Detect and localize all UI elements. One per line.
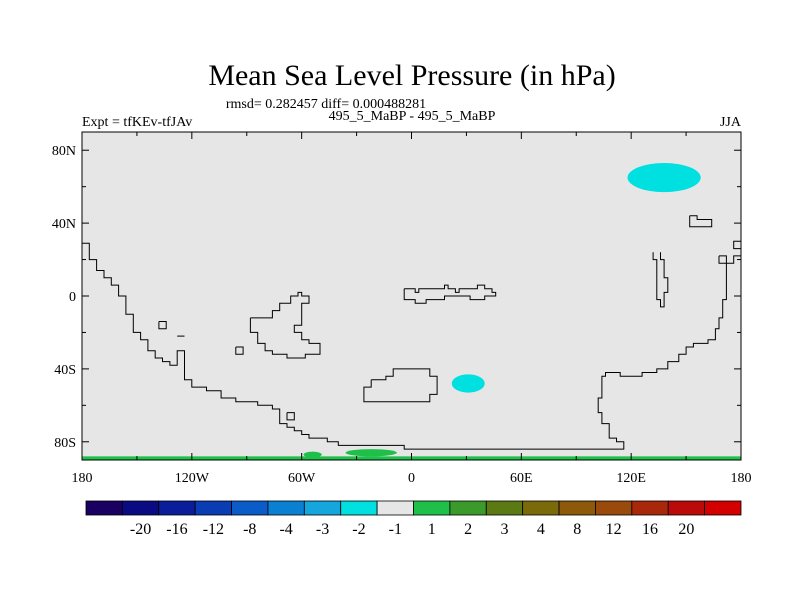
colorbar-label: 8 — [573, 521, 581, 538]
colorbar-label: 4 — [537, 521, 545, 538]
y-tick-label: 40S — [54, 363, 76, 378]
x-tick-label: 120W — [175, 471, 210, 486]
coastline — [363, 368, 438, 403]
colorbar-label: -4 — [279, 521, 292, 538]
colorbar-label: -12 — [203, 521, 224, 538]
x-tick-label: 0 — [408, 471, 415, 486]
coastline — [652, 252, 669, 308]
y-tick-label: 40N — [52, 217, 76, 232]
colorbar-bin — [485, 500, 524, 516]
map-plot-area — [81, 131, 742, 461]
map-background — [82, 132, 741, 460]
x-tick-label: 60W — [288, 471, 316, 486]
colorbar: -20 -16 -12 -8 -4 -3 -2 -1 1 2 3 4 8 12 16 20 — [85, 500, 742, 538]
colorbar-label: -1 — [389, 521, 402, 538]
coastline — [235, 346, 244, 355]
colorbar-label: -3 — [316, 521, 329, 538]
colorbar-bin — [449, 500, 487, 516]
colorbar-label: 3 — [500, 521, 508, 538]
coastline — [249, 291, 321, 359]
x-tick-label: 120E — [616, 471, 646, 486]
colorbar-bin — [231, 500, 269, 516]
coastline — [82, 242, 741, 450]
colorbar-bin — [303, 500, 342, 516]
chart-title: Mean Sea Level Pressure (in hPa) — [208, 59, 615, 92]
axis-ticks: 180 120W 60W 0 60E 120E 180 80N 40N 0 40S 80S — [52, 132, 752, 486]
colorbar-label: 2 — [464, 521, 472, 538]
colorbar-label: 1 — [428, 521, 436, 538]
chart-subtitle: 495_5_MaBP - 495_5_MaBP — [329, 109, 496, 124]
anomaly-region — [345, 449, 397, 457]
anomaly-region — [627, 162, 701, 193]
colorbar-label: -16 — [166, 521, 187, 538]
colorbar-bin — [376, 500, 414, 516]
season-label: JJA — [720, 115, 742, 130]
coastline — [286, 412, 295, 421]
coastline — [689, 215, 713, 228]
x-tick-label: 60E — [510, 471, 533, 486]
colorbar-bin — [158, 500, 196, 516]
colorbar-bin — [340, 500, 378, 516]
colorbar-bin — [85, 500, 123, 516]
coastline — [733, 240, 741, 250]
anomaly-region — [303, 451, 322, 458]
coastline — [403, 284, 497, 304]
colorbar-bin — [558, 500, 596, 516]
colorbar-bin — [267, 500, 305, 516]
colorbar-label: 12 — [606, 521, 622, 538]
colorbar-bin — [522, 500, 560, 516]
coastline — [718, 255, 727, 264]
x-tick-label: 180 — [72, 471, 93, 486]
colorbar-bin — [121, 500, 160, 516]
anomaly-region — [451, 374, 485, 393]
y-tick-label: 80N — [52, 144, 76, 159]
colorbar-label: -20 — [130, 521, 151, 538]
colorbar-bin — [631, 500, 669, 516]
colorbar-bin — [413, 500, 451, 516]
colorbar-bin — [194, 500, 232, 516]
colorbar-label: -2 — [352, 521, 365, 538]
experiment-label: Expt = tfKEv-tfJAv — [82, 115, 192, 130]
coastline — [158, 321, 167, 330]
stats-line: rmsd= 0.282457 diff= 0.000488281 — [226, 97, 426, 112]
colorbar-label: 16 — [642, 521, 658, 538]
colorbar-bin — [704, 500, 742, 516]
x-tick-label: 180 — [731, 471, 752, 486]
colorbar-bin — [667, 500, 706, 516]
y-tick-label: 0 — [69, 290, 76, 305]
colorbar-label: -8 — [243, 521, 256, 538]
colorbar-bin — [595, 500, 633, 516]
y-tick-label: 80S — [54, 436, 76, 451]
colorbar-label: 20 — [678, 521, 694, 538]
